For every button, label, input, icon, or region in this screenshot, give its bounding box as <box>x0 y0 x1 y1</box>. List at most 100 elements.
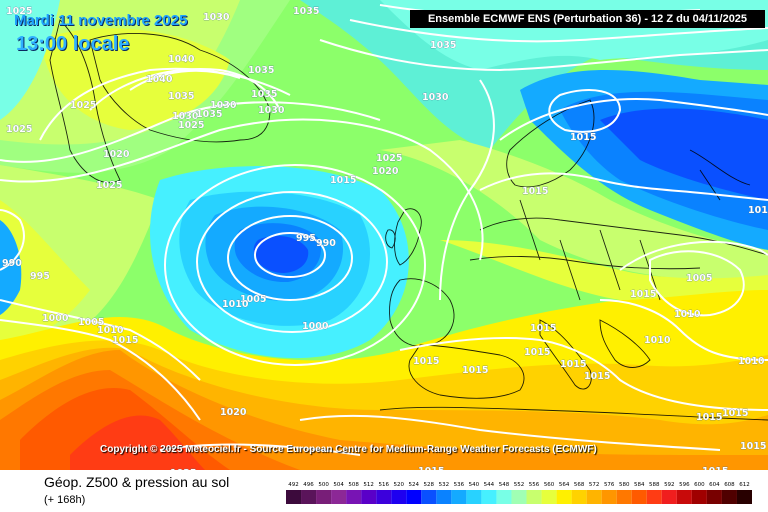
isobar-label: 990 <box>316 238 336 249</box>
isobar-label: 1015 <box>630 289 656 300</box>
isobar-label: 995 <box>296 233 316 244</box>
isobar-label: 1020 <box>372 166 399 177</box>
legend-value: 576 <box>604 482 615 488</box>
legend-swatch <box>451 490 467 504</box>
isobar-label: 995 <box>30 271 50 282</box>
legend-value: 544 <box>484 482 495 488</box>
legend-swatch <box>496 490 512 504</box>
isobar-label: 1035 <box>196 109 222 120</box>
legend-value: 560 <box>544 482 555 488</box>
legend-value: 592 <box>664 482 675 488</box>
legend-value: 512 <box>363 482 374 488</box>
legend-swatch <box>661 490 677 504</box>
isobar-label: 1025 <box>6 6 32 17</box>
isobar-label: 1020 <box>103 149 130 160</box>
isobar-label: 1010 <box>97 325 124 336</box>
legend-swatch <box>391 490 407 504</box>
legend-swatch <box>331 490 347 504</box>
legend-swatch <box>361 490 377 504</box>
isobar-lines <box>0 4 768 456</box>
legend-value: 596 <box>679 482 690 488</box>
isobar-label: 1005 <box>686 273 712 284</box>
isobar-label: 1015 <box>462 365 488 376</box>
isobar-label: 1035 <box>430 40 456 51</box>
isobar-label: 1015 <box>524 347 550 358</box>
legend-swatch <box>691 490 707 504</box>
isobar-label: 1025 <box>376 153 402 164</box>
legend-value: 524 <box>409 482 420 488</box>
isobar-label: 1025 <box>170 468 196 470</box>
isobar-label: 1015 <box>530 323 556 334</box>
isobar-label: 1040 <box>168 54 195 65</box>
legend-swatch <box>586 490 602 504</box>
isobar-label: 1015 <box>584 371 610 382</box>
forecast-date: Mardi 11 novembre 2025 <box>14 12 188 29</box>
legend-swatch <box>526 490 542 504</box>
legend-value: 552 <box>514 482 525 488</box>
legend-swatch <box>511 490 527 504</box>
legend-swatch <box>406 490 422 504</box>
forecast-time: 13:00 locale <box>16 33 130 55</box>
isobar-label: 1025 <box>96 180 122 191</box>
parameter-title: Géop. Z500 & pression au sol <box>44 474 230 490</box>
legend-value: 500 <box>318 482 329 488</box>
isobar-label: 1030 <box>422 92 449 103</box>
isobar-label: 1030 <box>210 100 237 111</box>
legend-swatch <box>436 490 452 504</box>
legend-value: 504 <box>333 482 344 488</box>
legend-value: 580 <box>619 482 630 488</box>
legend-swatch <box>706 490 722 504</box>
isobar-label: 1030 <box>258 105 285 116</box>
legend-swatch <box>301 490 317 504</box>
isobar-label: 1010 <box>222 299 249 310</box>
legend-swatch <box>736 490 752 504</box>
legend-value: 528 <box>424 482 435 488</box>
legend-value: 588 <box>649 482 660 488</box>
legend-value: 556 <box>529 482 540 488</box>
model-run-label: Ensemble ECMWF ENS (Perturbation 36) - 1… <box>410 10 765 28</box>
legend-swatch <box>556 490 572 504</box>
legend-value: 496 <box>303 482 314 488</box>
legend-value: 568 <box>574 482 585 488</box>
legend-swatch <box>376 490 392 504</box>
legend-swatch <box>421 490 437 504</box>
isobar-label: 1035 <box>251 89 277 100</box>
legend-value: 548 <box>499 482 510 488</box>
geopotential-shading <box>0 0 768 470</box>
legend-swatch <box>541 490 557 504</box>
legend-swatch <box>286 490 302 504</box>
legend-swatch <box>616 490 632 504</box>
isobar-label: 1025 <box>178 120 204 131</box>
isobar-label: 1015 <box>330 175 356 186</box>
legend-value: 492 <box>288 482 299 488</box>
legend-swatch <box>346 490 362 504</box>
legend-swatch <box>631 490 647 504</box>
copyright-notice: Copyright © 2025 Meteociel.fr - Source E… <box>100 444 597 455</box>
map-footer: Géop. Z500 & pression au sol (+ 168h) 49… <box>0 470 768 512</box>
isobar-label: 1015 <box>748 205 768 216</box>
isobar-label: 1030 <box>203 12 230 23</box>
legend-swatch <box>571 490 587 504</box>
isobar-label: 1035 <box>168 91 194 102</box>
color-scale-legend: 492 496 500 504 508 512 516 520 524 528 532 536 540 5… <box>286 482 752 504</box>
isobar-label: 1015 <box>560 359 586 370</box>
legend-value: 608 <box>724 482 735 488</box>
isobar-label: 1000 <box>302 321 329 332</box>
isobar-label: 1035 <box>293 6 319 17</box>
legend-value: 516 <box>378 482 389 488</box>
legend-value: 536 <box>454 482 465 488</box>
isobar-label: 1015 <box>570 132 596 143</box>
isobar-label: 1015 <box>413 356 439 367</box>
isobar-label: 1015 <box>740 441 766 452</box>
legend-swatch <box>466 490 482 504</box>
isobar-label: 1005 <box>78 317 104 328</box>
isobar-label: 1025 <box>70 100 96 111</box>
isobar-label: 1015 <box>522 186 548 197</box>
isobar-label: 1025 <box>6 124 32 135</box>
legend-value: 600 <box>694 482 705 488</box>
isobar-label: 1015 <box>696 412 722 423</box>
legend-swatch <box>481 490 497 504</box>
isobar-label: 1015 <box>112 335 138 346</box>
